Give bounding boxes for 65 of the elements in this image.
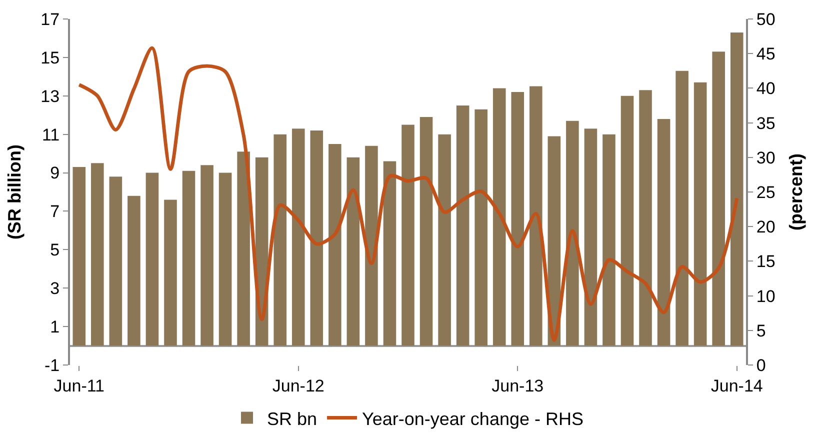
y2-tick-label: 45 (756, 44, 776, 64)
y-tick-label: -1 (44, 356, 60, 375)
bar (72, 167, 86, 346)
x-tick-label: Jun-13 (492, 376, 544, 396)
y-tick-label: 11 (42, 125, 60, 144)
bar (657, 118, 670, 346)
bar (237, 152, 250, 346)
bar (109, 176, 122, 346)
y2-tick-label: 25 (756, 182, 776, 202)
bar (511, 92, 524, 346)
y-tick-label: 3 (50, 279, 60, 298)
y-tick-label: 9 (50, 164, 60, 183)
bar (712, 52, 725, 346)
bar (383, 161, 396, 346)
bar (620, 96, 634, 346)
bar (274, 134, 286, 346)
bar (91, 163, 104, 346)
bar (128, 196, 140, 346)
y-tick-label: 17 (40, 10, 60, 29)
legend-label: SR bn (267, 408, 318, 429)
bar (292, 128, 305, 346)
bar (456, 106, 470, 346)
bar (566, 120, 579, 346)
y-tick-label: 15 (40, 48, 60, 68)
x-tick-label: Jun-14 (710, 376, 763, 396)
bar (438, 134, 451, 346)
y-tick-label: 1 (50, 318, 60, 337)
bar (420, 117, 433, 346)
y2-tick-label: 5 (756, 321, 766, 340)
bar (365, 146, 378, 346)
bar (694, 82, 707, 346)
bar (492, 88, 506, 346)
bar (146, 172, 159, 346)
bar (310, 130, 324, 346)
bar (474, 109, 488, 346)
y2-tick-label: 40 (756, 79, 776, 98)
y-tick-label: 5 (50, 240, 60, 260)
y2-tick-label: 15 (756, 252, 776, 272)
bar (346, 157, 360, 346)
bar (402, 124, 414, 346)
y2-axis-title: (percent) (786, 153, 806, 231)
bar (218, 172, 232, 346)
bar (602, 134, 616, 346)
line-series (77, 46, 739, 342)
y2-tick-label: 10 (756, 286, 776, 306)
x-tick-label: Jun-12 (272, 376, 324, 396)
bar (164, 200, 177, 346)
y2-tick-label: 30 (756, 148, 776, 168)
y2-tick-label: 50 (756, 10, 776, 29)
y-tick-label: 7 (50, 202, 60, 222)
y2-tick-label: 0 (756, 356, 766, 375)
y2-tick-label: 20 (756, 218, 776, 237)
legend-label: Year-on-year change - RHS (362, 408, 584, 429)
bar (639, 90, 652, 346)
bar (584, 128, 598, 346)
bar (182, 170, 196, 346)
bar (730, 32, 744, 346)
bar (676, 70, 688, 346)
x-tick-label: Jun-11 (54, 376, 104, 396)
y-axis-title: (SR billion) (4, 144, 24, 240)
bar (530, 86, 542, 346)
y-tick-label: 13 (40, 86, 60, 106)
y2-tick-label: 35 (756, 114, 776, 133)
bar (328, 144, 342, 346)
bar (200, 165, 214, 346)
